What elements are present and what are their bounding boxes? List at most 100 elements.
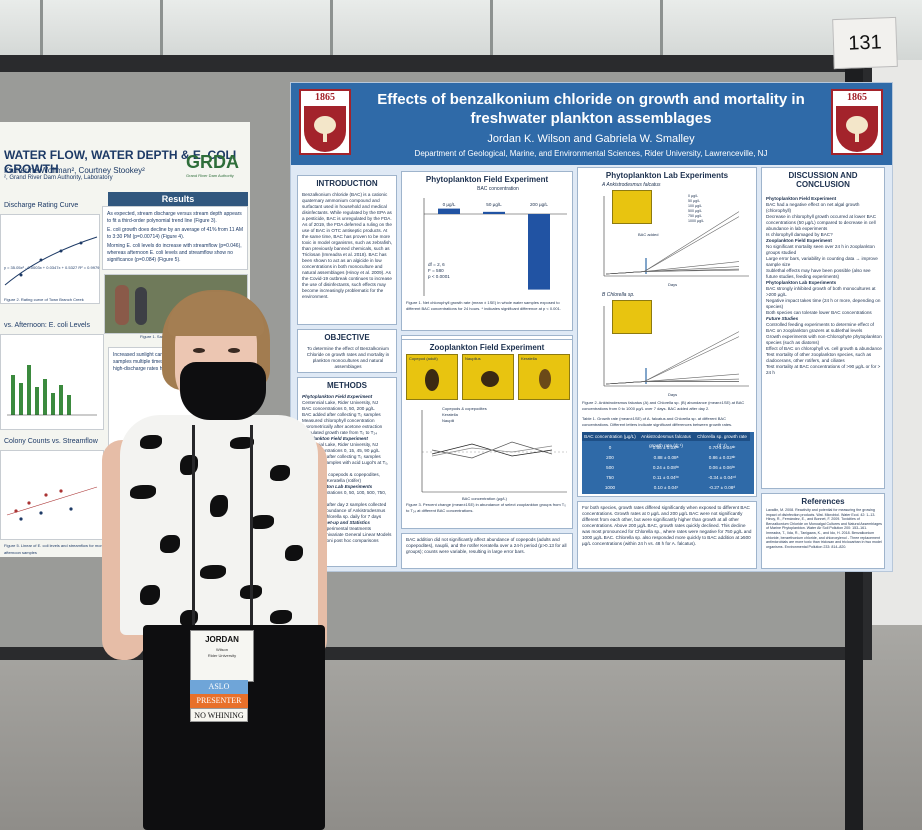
introduction-heading: INTRODUCTION xyxy=(316,179,378,188)
growth-rate-table: BAC concentration (µg/L) Ankistrodesmus … xyxy=(582,432,754,494)
methods-item: Centennial Lake, Rider University, NJ xyxy=(302,442,378,447)
discussion-subheading: Phytoplankton Field Experiment xyxy=(766,196,837,201)
grda-logo: GRDA Grand River Dam Authority xyxy=(186,152,239,178)
seal-year: 1865 xyxy=(847,92,867,103)
table-header: Ankistrodesmus falcatus growth rate (d⁻¹… xyxy=(641,434,691,448)
photo-caption: Figure 1. Sample xyxy=(140,334,171,339)
lab-legend-item: 750 µg/L xyxy=(688,214,703,218)
colony-scatter-svg xyxy=(6,486,98,521)
copepod-icon xyxy=(425,369,439,391)
discussion-item: Test mortality at BAC concentrations of … xyxy=(766,364,881,375)
research-poster: 1865 Effects of benzalkonium chloride on… xyxy=(290,82,893,572)
zoo-series-line xyxy=(431,445,553,457)
chlorophyll-growth-chart: 0 µg/L 50 µg/L 200 µg/L xyxy=(423,198,567,296)
discussion-box: DISCUSSION AND CONCLUSION Phytoplankton … xyxy=(761,167,885,489)
table-row: 0 0.66 ± 0.03ᵃᵇ 0.70 ± 0.04ᵃᵇ xyxy=(582,443,750,452)
neighbor-panel2-title: vs. Afternoon: E. coli Levels xyxy=(4,322,90,329)
zoo-x-label: BAC concentration (µg/L) xyxy=(462,496,507,501)
methods-item: Enumerated copepods & copepodites, naupl… xyxy=(302,472,380,483)
keratella-photo: Keratella xyxy=(518,354,570,400)
ceiling-truss xyxy=(330,0,333,70)
introduction-text: Benzalkonium chloride (BAC) is a cationi… xyxy=(302,192,393,299)
methods-item: BAC concentrations 0, 15, 45, 90 µg/L xyxy=(302,448,380,453)
lab-legend-item: 0 µg/L xyxy=(688,194,699,198)
results-bullet: As expected, stream discharge versus str… xyxy=(107,211,242,224)
introduction-box: INTRODUCTION Benzalkonium chloride (BAC)… xyxy=(297,175,397,325)
methods-item: Centennial Lake, Rider University, NJ xyxy=(302,400,378,405)
discussion-item: Is chlorophyll damaged by BAC? xyxy=(766,232,833,237)
badge-school: Rider University xyxy=(207,653,237,658)
table-cell: 0.06 ± 0.06ᵇᶜ xyxy=(708,465,736,470)
tree-icon xyxy=(846,116,868,134)
nauplius-photo: Nauplius xyxy=(462,354,514,400)
rider-university-seal-right: 1865 xyxy=(831,89,883,155)
results-bullets-box: As expected, stream discharge versus str… xyxy=(102,206,248,270)
poster-title-line1: Effects of benzalkonium chloride on grow… xyxy=(377,91,805,108)
person-in-photo xyxy=(135,287,147,325)
discussion-item: Both species can tolerate lower BAC conc… xyxy=(766,310,872,315)
table-cell: 0.88 ± 0.08ᵃ xyxy=(653,455,679,460)
person-eye xyxy=(228,348,240,353)
bar-2 xyxy=(528,214,550,290)
methods-item: Measured abundance of Ankistrodesmus fal… xyxy=(302,508,386,519)
methods-subheading: Zooplankton Field Experiment xyxy=(302,436,368,441)
discussion-item: Sublethal effects may have been possible… xyxy=(766,268,871,279)
badge-ribbon-blue: ASLO xyxy=(190,680,248,694)
neighbor-results-heading: Results xyxy=(108,192,248,206)
lab-legend-item: 50 µg/L xyxy=(688,199,701,203)
table-header: Chlorella sp. growth rate (d⁻¹) xyxy=(697,434,747,448)
methods-subheading: Statistical set-up and Statistics xyxy=(302,520,370,525)
zooplankton-box: Zooplankton Field Experiment Copepod (ad… xyxy=(401,339,573,529)
field-experiment-heading: Phytoplankton Field Experiment xyxy=(425,175,549,184)
photo-label: Nauplius xyxy=(465,356,481,361)
panel-b-label: B Chlorella sp. xyxy=(602,292,635,298)
ecoli-bar-svg xyxy=(7,365,97,416)
table-cell: 200 xyxy=(606,455,614,460)
table-row: 750 0.11 ± 0.04ᵇᶜ -0.34 ± 0.04ᶜᵈ xyxy=(582,473,750,482)
poster-header: 1865 Effects of benzalkonium chloride on… xyxy=(291,83,892,165)
lab-experiments-heading: Phytoplankton Lab Experiments xyxy=(605,171,729,180)
person-eye xyxy=(193,348,205,353)
table-cell: -0.34 ± 0.04ᶜᵈ xyxy=(708,475,736,480)
table1-caption: Table 1. Growth rate (mean±1SE) of A. fa… xyxy=(582,416,733,427)
zooplankton-result-box: BAC addition did not significantly affec… xyxy=(401,533,573,569)
objective-box: OBJECTIVE To determine the effect of Ben… xyxy=(297,329,397,373)
ankistrodesmus-photo xyxy=(612,190,652,224)
table-header: BAC concentration (µg/L) xyxy=(584,434,636,439)
table-cell: -0.27 ± 0.08ᵈ xyxy=(708,485,736,490)
lab-legend-item: 1000 µg/L xyxy=(688,219,705,223)
rating-curve-plot xyxy=(0,214,100,304)
growth-series-line xyxy=(605,269,740,275)
ceiling-truss xyxy=(490,0,493,70)
table-cell: 0.24 ± 0.08ᵇᶜ xyxy=(652,465,680,470)
discussion-subheading: Zooplankton Field Experiment xyxy=(766,238,832,243)
methods-subheading: Phytoplankton Lab Experiments xyxy=(302,484,373,489)
colony-caption: Figure 5. Linear of E. coli levels and s… xyxy=(4,543,118,555)
lanyard-strap xyxy=(250,425,253,635)
rating-curve-caption: Figure 2. Rating curve of Town Branch Cr… xyxy=(4,297,84,302)
references-text: Lavallin, M. 2008. Reactivity and potent… xyxy=(766,508,882,549)
lab-result-text: For both species, growth rates differed … xyxy=(582,505,752,546)
neighbor-authors-line: Katherine Wollman², Courtney Stookey² xyxy=(4,166,145,175)
chlorella-growth-chart xyxy=(603,306,749,387)
objective-heading: OBJECTIVE xyxy=(324,333,370,342)
bar-1 xyxy=(483,211,505,214)
methods-list: Centennial Lake, Rider University, NJ BA… xyxy=(302,400,394,436)
chart-legend-title: BAC concentration xyxy=(477,186,519,192)
rating-curve-equation: y = 35.05x² - 0.0003x + 0.0347x + 0.5327… xyxy=(4,265,100,270)
ankistrodesmus-growth-chart xyxy=(603,196,749,277)
days-label: Days xyxy=(668,392,678,397)
discussion-item: Decrease in chlorophyll growth occurred … xyxy=(766,214,877,231)
badge-ribbon-white: NO WHINING xyxy=(190,708,248,722)
figure2-caption: Figure 2. Ankistrodesmus falcatus (A) an… xyxy=(582,400,745,411)
discussion-item: Controlled feeding experiments to determ… xyxy=(766,322,874,333)
methods-item: BAC added after collecting T₀ samples xyxy=(302,454,381,459)
chart-stats: df = 2, 6 F = 580 p < 0.0001 xyxy=(428,262,450,279)
discussion-heading: DISCUSSION AND CONCLUSION xyxy=(788,171,858,189)
discussion-content: Phytoplankton Field Experiment BAC had a… xyxy=(766,196,882,376)
discussion-item: No significant mortality seen over 24 h … xyxy=(766,244,875,255)
table-cell: 0.11 ± 0.04ᵇᶜ xyxy=(653,475,679,480)
methods-heading: METHODS xyxy=(327,381,367,390)
growth-series-line xyxy=(605,381,739,385)
zoo-legend-item: Nauplii xyxy=(442,418,455,423)
